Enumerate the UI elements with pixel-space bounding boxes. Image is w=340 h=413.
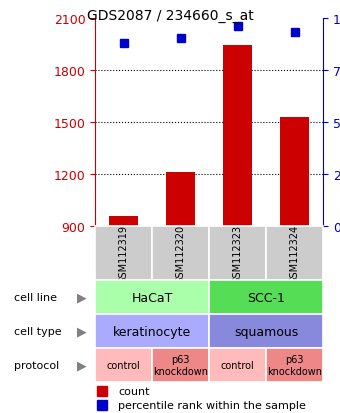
Text: p63
knockdown: p63 knockdown (267, 354, 322, 376)
Bar (166, 173, 195, 227)
Bar (152, 227, 209, 280)
Bar (209, 348, 266, 382)
Text: p63
knockdown: p63 knockdown (153, 354, 208, 376)
Bar (266, 348, 323, 382)
Text: percentile rank within the sample: percentile rank within the sample (118, 400, 306, 410)
Text: control: control (107, 360, 140, 370)
Bar (209, 227, 266, 280)
Text: GSM112319: GSM112319 (119, 224, 129, 283)
Bar (152, 348, 209, 382)
Text: keratinocyte: keratinocyte (113, 325, 191, 338)
Text: GSM112320: GSM112320 (176, 224, 186, 283)
Text: ▶: ▶ (77, 325, 86, 338)
Bar (209, 280, 323, 314)
Text: control: control (221, 360, 254, 370)
Bar (95, 348, 152, 382)
Text: HaCaT: HaCaT (132, 291, 173, 304)
Bar (223, 46, 252, 227)
Bar (280, 117, 309, 227)
Bar (95, 227, 152, 280)
Text: protocol: protocol (14, 360, 59, 370)
Text: GSM112324: GSM112324 (290, 224, 300, 283)
Text: cell type: cell type (14, 326, 61, 336)
Text: GDS2087 / 234660_s_at: GDS2087 / 234660_s_at (87, 9, 253, 23)
Text: ▶: ▶ (77, 358, 86, 372)
Text: cell line: cell line (14, 292, 56, 302)
Bar (266, 227, 323, 280)
Bar (95, 280, 209, 314)
Text: ▶: ▶ (77, 291, 86, 304)
Bar (95, 314, 209, 348)
Text: SCC-1: SCC-1 (247, 291, 285, 304)
Bar (109, 216, 138, 227)
Text: GSM112323: GSM112323 (233, 224, 242, 283)
Text: count: count (118, 386, 150, 396)
Bar (209, 314, 323, 348)
Text: squamous: squamous (234, 325, 298, 338)
